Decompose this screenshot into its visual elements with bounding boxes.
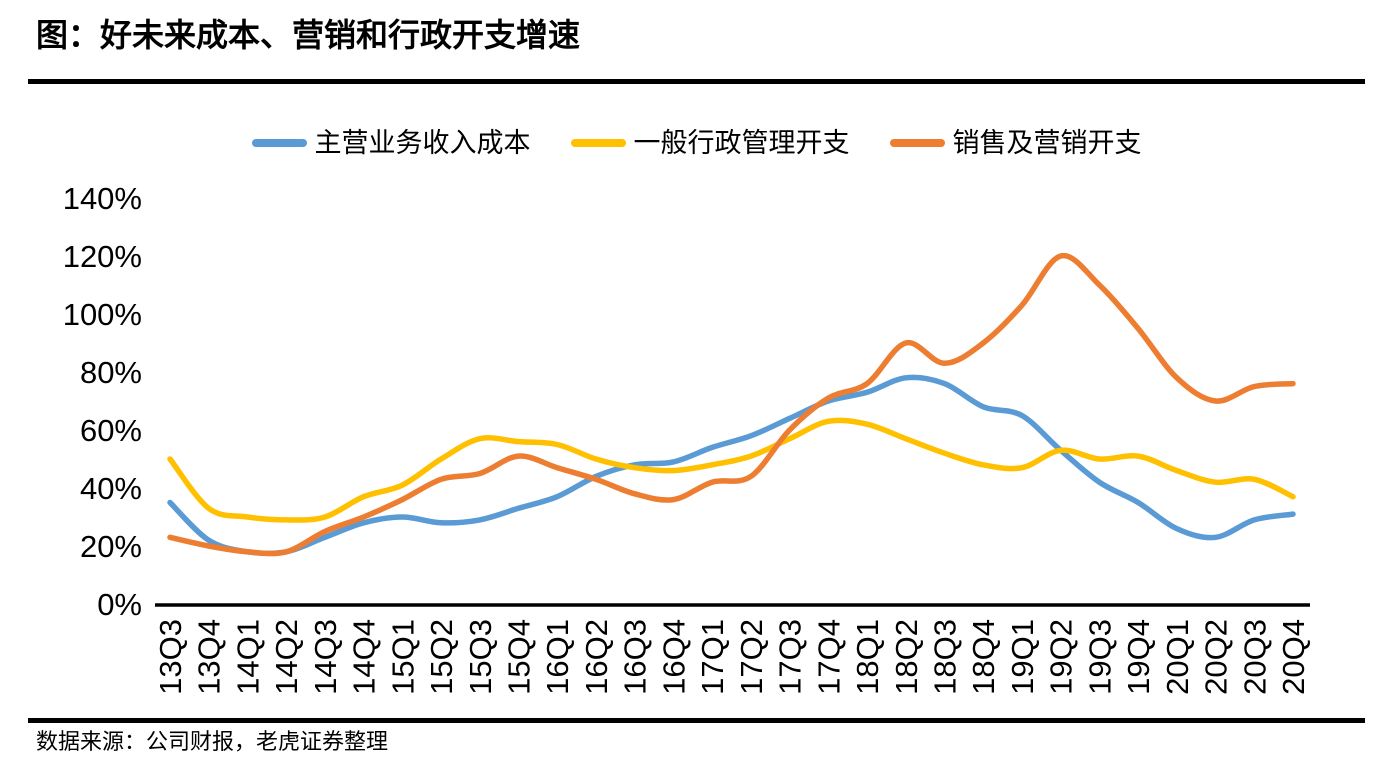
series-line-2 xyxy=(167,253,1296,557)
y-axis-tick-label: 20% xyxy=(80,529,142,564)
legend-item-revenue-cost: 主营业务收入成本 xyxy=(251,127,531,159)
x-axis-tick-label: 15Q1 xyxy=(385,619,420,695)
y-axis-tick-label: 60% xyxy=(80,413,142,448)
x-axis-tick-label: 16Q3 xyxy=(618,619,653,695)
x-axis-tick-label: 20Q3 xyxy=(1237,619,1272,695)
x-axis-tick-label: 13Q4 xyxy=(192,619,227,695)
footer-divider xyxy=(28,718,1365,723)
legend-item-admin-expense: 一般行政管理开支 xyxy=(570,127,850,159)
y-axis-tick-label: 80% xyxy=(80,355,142,390)
x-axis-tick-label: 15Q3 xyxy=(463,619,498,695)
x-axis-tick-label: 19Q3 xyxy=(1082,619,1117,695)
x-axis-tick-label: 14Q4 xyxy=(347,619,382,695)
x-axis-tick-label: 16Q4 xyxy=(656,619,691,695)
legend-label-admin-expense: 一般行政管理开支 xyxy=(633,128,850,158)
chart-title: 图：好未来成本、营销和行政开支增速 xyxy=(36,17,581,53)
y-axis-tick-label: 120% xyxy=(63,239,142,274)
data-source-note: 数据来源：公司财报，老虎证券整理 xyxy=(36,729,389,754)
x-axis-tick-label: 17Q1 xyxy=(695,619,730,695)
x-axis-tick-label: 14Q2 xyxy=(269,619,304,695)
x-axis-tick-label: 17Q4 xyxy=(811,619,846,695)
y-axis-tick-label: 40% xyxy=(80,471,142,506)
x-axis-tick-label: 15Q2 xyxy=(424,619,459,695)
y-axis-tick-label: 140% xyxy=(63,181,142,216)
legend-swatch-admin-expense xyxy=(570,139,626,148)
x-axis-tick-label: 19Q1 xyxy=(1005,619,1040,695)
x-axis-tick-label: 20Q4 xyxy=(1276,619,1311,695)
y-axis-tick-label: 0% xyxy=(97,587,142,622)
x-axis-tick-label: 20Q1 xyxy=(1160,619,1195,695)
x-axis-tick-label: 14Q3 xyxy=(308,619,343,695)
legend-swatch-revenue-cost xyxy=(251,139,307,148)
x-axis-tick-label: 18Q4 xyxy=(966,619,1001,695)
x-axis-tick-label: 18Q2 xyxy=(889,619,924,695)
y-axis-tick-label: 100% xyxy=(63,297,142,332)
x-axis-tick-label: 16Q2 xyxy=(579,619,614,695)
legend-label-sales-marketing-expense: 销售及营销开支 xyxy=(952,128,1142,158)
x-axis-tick-label: 16Q1 xyxy=(540,619,575,695)
series-line-0 xyxy=(167,374,1296,557)
x-axis-tick-label: 17Q2 xyxy=(734,619,769,695)
x-axis-tick-label: 20Q2 xyxy=(1199,619,1234,695)
legend-label-revenue-cost: 主营业务收入成本 xyxy=(314,128,531,158)
series-line-1 xyxy=(167,417,1296,523)
x-axis-tick-label: 14Q1 xyxy=(230,619,265,695)
x-axis-tick-label: 18Q1 xyxy=(850,619,885,695)
title-divider xyxy=(28,79,1365,84)
legend: 主营业务收入成本 一般行政管理开支 销售及营销开支 xyxy=(0,127,1393,159)
x-axis-tick-label: 19Q4 xyxy=(1121,619,1156,695)
x-axis-tick-label: 19Q2 xyxy=(1044,619,1079,695)
x-axis-tick-label: 17Q3 xyxy=(773,619,808,695)
legend-swatch-sales-marketing-expense xyxy=(889,139,945,148)
x-axis-tick-label: 18Q3 xyxy=(927,619,962,695)
x-axis-tick-label: 13Q3 xyxy=(153,619,188,695)
x-axis-tick-label: 15Q4 xyxy=(502,619,537,695)
legend-item-sales-marketing-expense: 销售及营销开支 xyxy=(889,127,1142,159)
